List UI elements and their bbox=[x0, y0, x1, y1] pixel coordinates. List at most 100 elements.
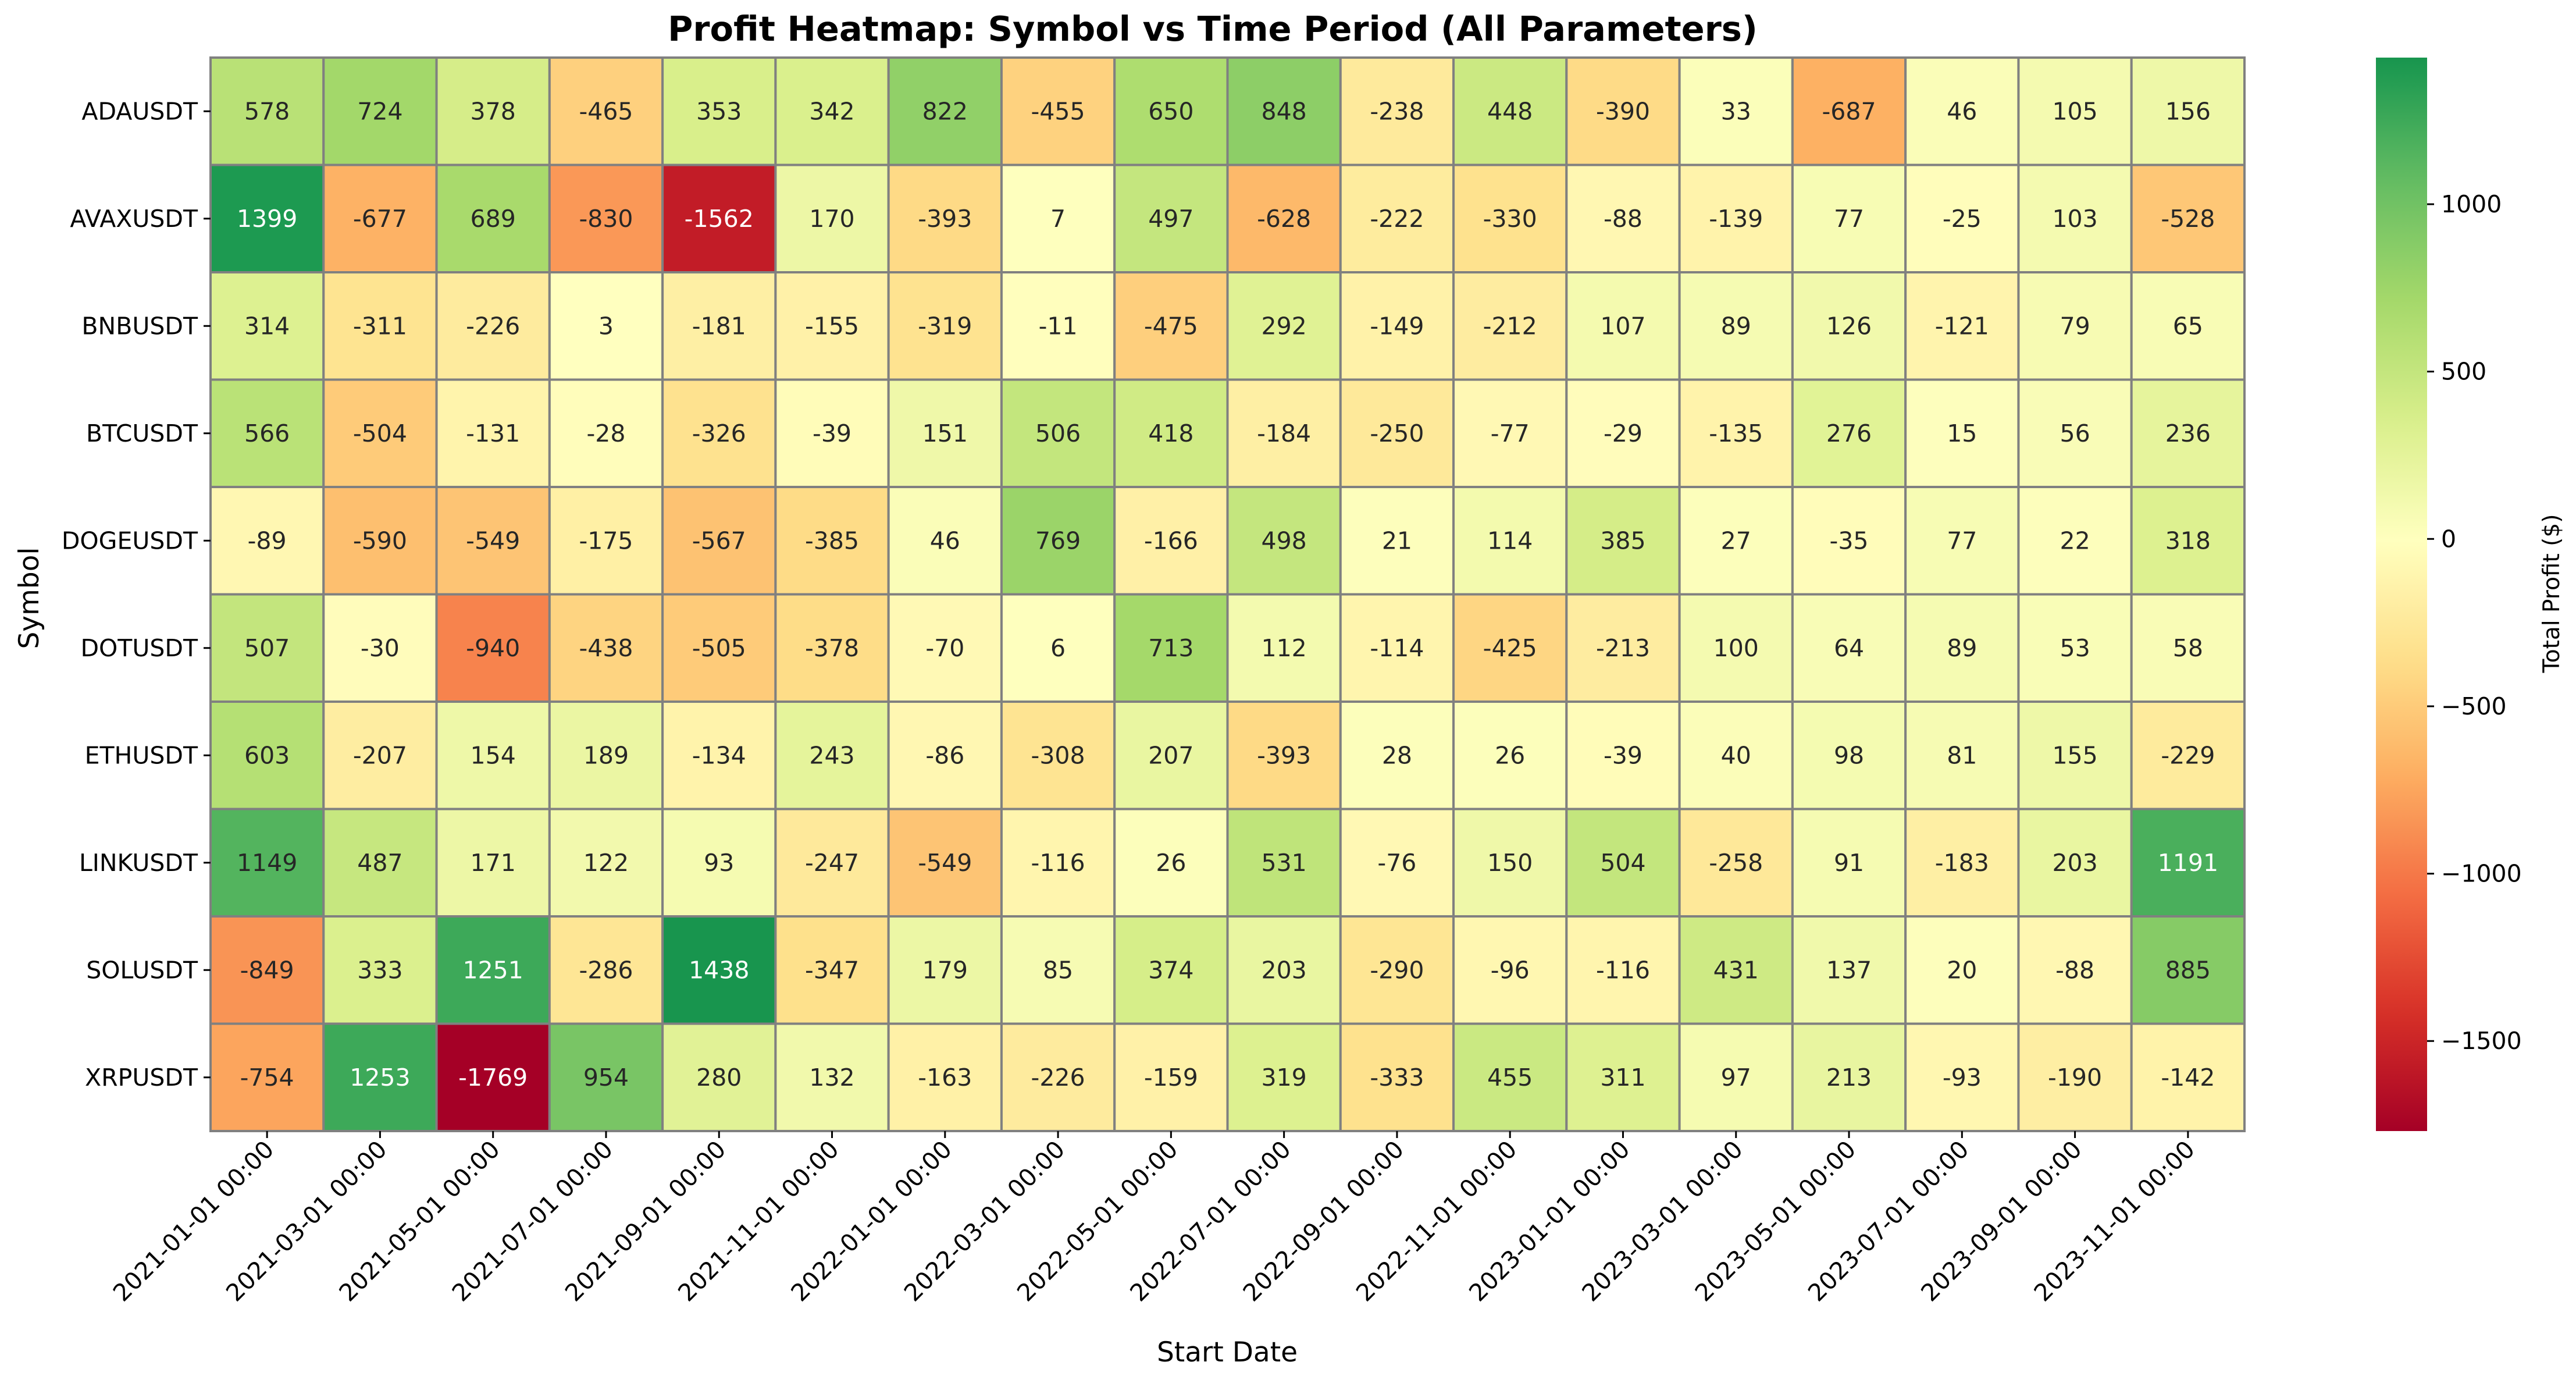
cell-value-label: 27 bbox=[1721, 527, 1751, 554]
heatmap-cell bbox=[2017, 56, 2133, 166]
heatmap-cell bbox=[209, 593, 325, 703]
heatmap-cell bbox=[435, 56, 551, 166]
cell-value-label: 885 bbox=[2165, 956, 2211, 984]
cell-value-label: 7 bbox=[1050, 205, 1066, 233]
heatmap-cell bbox=[1904, 1022, 2020, 1132]
cell-value-label: 46 bbox=[930, 527, 960, 554]
cell-value-label: -77 bbox=[1491, 419, 1530, 447]
heatmap-cell bbox=[1791, 1022, 1907, 1132]
cell-value-label: 40 bbox=[1721, 741, 1751, 769]
cell-value-label: -505 bbox=[692, 634, 746, 662]
heatmap-cell bbox=[548, 915, 664, 1025]
heatmap-cell bbox=[1565, 808, 1681, 918]
heatmap-cell bbox=[548, 701, 664, 810]
cell-value-label: -88 bbox=[2055, 956, 2094, 984]
cell-value-label: -385 bbox=[805, 527, 859, 554]
heatmap-cell bbox=[1565, 915, 1681, 1025]
heatmap-cell bbox=[1226, 701, 1342, 810]
cell-value-label: 318 bbox=[2165, 527, 2211, 554]
heatmap-cell bbox=[322, 915, 438, 1025]
cell-value-label: -139 bbox=[1709, 205, 1763, 233]
heatmap-cell bbox=[1904, 486, 2020, 596]
cell-value-label: 497 bbox=[1148, 205, 1193, 233]
cell-value-label: -39 bbox=[1604, 741, 1642, 769]
cell-value-label: 26 bbox=[1156, 849, 1186, 877]
colorbar-tick-label: −1500 bbox=[2441, 1027, 2522, 1055]
heatmap-cell bbox=[1678, 378, 1794, 488]
cell-value-label: 81 bbox=[1947, 741, 1977, 769]
heatmap-cell bbox=[1113, 271, 1229, 381]
cell-value-label: -326 bbox=[692, 419, 746, 447]
heatmap-cell bbox=[1339, 915, 1455, 1025]
colorbar-label: Total Profit ($) bbox=[2539, 514, 2565, 674]
cell-value-label: 418 bbox=[1148, 419, 1193, 447]
heatmap-cell bbox=[2017, 808, 2133, 918]
cell-value-label: -222 bbox=[1370, 205, 1424, 233]
heatmap-cell bbox=[1452, 486, 1568, 596]
heatmap-cell bbox=[1791, 593, 1907, 703]
cell-value-label: 112 bbox=[1262, 634, 1307, 662]
heatmap-cell bbox=[1339, 1022, 1455, 1132]
cell-value-label: 65 bbox=[2173, 312, 2203, 340]
heatmap-cell bbox=[1565, 486, 1681, 596]
heatmap-cell bbox=[1000, 56, 1116, 166]
x-axis-label: Start Date bbox=[1157, 1336, 1298, 1368]
cell-value-label: -190 bbox=[2048, 1064, 2102, 1091]
heatmap-cell bbox=[548, 163, 664, 273]
cell-value-label: 1399 bbox=[237, 205, 297, 233]
heatmap-cell bbox=[322, 378, 438, 488]
colorbar-tick-label: 500 bbox=[2441, 358, 2486, 386]
cell-value-label: 213 bbox=[1826, 1064, 1872, 1091]
cell-value-label: -590 bbox=[353, 527, 407, 554]
cell-value-label: 504 bbox=[1600, 849, 1645, 877]
cell-value-label: -134 bbox=[692, 741, 746, 769]
cell-value-label: 64 bbox=[1834, 634, 1864, 662]
y-tick-labels: ADAUSDT AVAXUSDT BNBUSDT BTCUSDT DOGEUSDT DOT… bbox=[62, 97, 211, 1091]
heatmap-cell bbox=[1678, 701, 1794, 810]
cell-value-label: -76 bbox=[1377, 849, 1416, 877]
heatmap-cell bbox=[661, 378, 777, 488]
cell-value-label: -86 bbox=[925, 741, 964, 769]
cell-value-label: 150 bbox=[1487, 849, 1533, 877]
cell-value-label: 137 bbox=[1826, 956, 1872, 984]
cell-value-label: -319 bbox=[918, 312, 972, 340]
heatmap-cell bbox=[1452, 56, 1568, 166]
cell-value-label: -175 bbox=[579, 527, 633, 554]
cell-value-label: 58 bbox=[2173, 634, 2203, 662]
heatmap-cell bbox=[548, 1022, 664, 1132]
y-tick-label: DOGEUSDT bbox=[62, 527, 198, 554]
cell-value-label: 79 bbox=[2060, 312, 2090, 340]
cell-value-label: -290 bbox=[1370, 956, 1424, 984]
y-tick-label: BNBUSDT bbox=[81, 312, 198, 340]
heatmap-cell bbox=[1791, 701, 1907, 810]
heatmap-cell bbox=[1904, 808, 2020, 918]
cell-value-label: -333 bbox=[1370, 1064, 1424, 1091]
heatmap-cell bbox=[435, 163, 551, 273]
cell-value-label: 114 bbox=[1487, 527, 1533, 554]
cell-value-label: 28 bbox=[1382, 741, 1412, 769]
heatmap-cell bbox=[1226, 163, 1342, 273]
cell-value-label: -207 bbox=[353, 741, 407, 769]
cell-value-label: 319 bbox=[1262, 1064, 1307, 1091]
cell-value-label: -226 bbox=[466, 312, 520, 340]
heatmap-cell bbox=[1452, 378, 1568, 488]
heatmap-cell bbox=[548, 486, 664, 596]
cell-value-label: -229 bbox=[2161, 741, 2215, 769]
heatmap-cell bbox=[1226, 378, 1342, 488]
cell-value-label: 1191 bbox=[2158, 849, 2218, 877]
cell-value-label: 280 bbox=[696, 1064, 742, 1091]
cell-value-label: -25 bbox=[1943, 205, 1982, 233]
heatmap-cell bbox=[1452, 808, 1568, 918]
cell-value-label: 603 bbox=[244, 741, 290, 769]
heatmap-cell bbox=[661, 486, 777, 596]
cell-value-label: 314 bbox=[244, 312, 290, 340]
cell-value-label: 170 bbox=[809, 205, 854, 233]
heatmap-cell bbox=[1226, 56, 1342, 166]
cell-value-label: -159 bbox=[1144, 1064, 1198, 1091]
cell-value-label: 333 bbox=[357, 956, 402, 984]
heatmap-cell bbox=[1113, 593, 1229, 703]
heatmap-cell bbox=[322, 701, 438, 810]
cell-value-label: 93 bbox=[704, 849, 734, 877]
cell-value-label: 342 bbox=[809, 97, 854, 125]
